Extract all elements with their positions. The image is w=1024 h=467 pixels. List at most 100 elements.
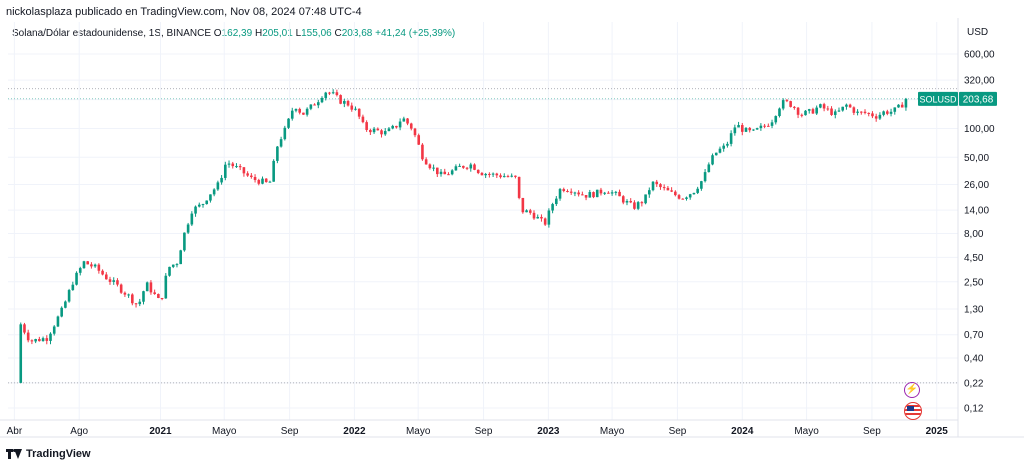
candle-body [781, 100, 785, 109]
candle-body [659, 184, 662, 188]
candle-body [819, 104, 822, 108]
candle-body [603, 192, 606, 194]
candle-body [506, 176, 510, 178]
candle-body [45, 338, 49, 341]
candle-body [149, 282, 153, 293]
lightning-icon[interactable]: ⚡ [904, 382, 920, 398]
candle-body [770, 122, 774, 126]
candle-body [640, 202, 644, 204]
candle-body [357, 108, 361, 117]
symbol-badge [918, 91, 958, 106]
candle-body [804, 110, 807, 116]
y-tick-label: 2,50 [964, 277, 984, 288]
candle-body [718, 148, 722, 153]
candle-body [595, 189, 599, 198]
candle-body [131, 294, 134, 304]
candle-body [655, 181, 659, 185]
candle-body [726, 143, 729, 146]
candle-body [261, 178, 264, 184]
y-tick-label: 1,30 [964, 304, 984, 315]
candle-body [450, 170, 454, 175]
candle-body [383, 131, 387, 135]
candle-body [108, 279, 112, 282]
candle-body [212, 189, 216, 195]
x-tick-label: Mayo [406, 426, 431, 437]
candle-body [807, 109, 811, 111]
candle-body [900, 104, 904, 108]
candle-body [302, 112, 305, 115]
chart-legend: Solana/Dólar estadounidense, 1S, BINANCE… [12, 28, 455, 39]
candle-body [759, 125, 763, 129]
candle-body [127, 294, 130, 296]
candle-body [811, 109, 815, 114]
publish-info: nickolasplaza publicado en TradingView.c… [6, 6, 362, 18]
candle-body [23, 324, 26, 333]
candle-body [462, 165, 465, 168]
candle-body [264, 178, 268, 183]
candle-body [789, 101, 792, 107]
candle-body [171, 264, 175, 267]
candle-body [521, 197, 525, 213]
candle-body [886, 111, 889, 114]
candle-body [294, 108, 298, 111]
candle-body [696, 188, 699, 193]
candle-body [536, 216, 540, 219]
candle-body [666, 187, 670, 191]
x-tick-label: 2022 [343, 426, 366, 437]
candle-body [398, 121, 402, 128]
candle-body [194, 206, 197, 214]
candle-body [514, 175, 517, 177]
candle-body [153, 292, 156, 295]
y-tick-label: 320,00 [964, 76, 995, 87]
candle-body [588, 192, 592, 198]
candle-body [621, 196, 625, 203]
candle-body [677, 195, 681, 199]
candle-body [97, 264, 101, 271]
candle-body [636, 202, 640, 209]
candle-body [402, 118, 406, 122]
candle-body [480, 173, 484, 176]
candle-body [395, 125, 398, 128]
x-tick-label: 2023 [537, 426, 560, 437]
symbol-description: Solana/Dólar estadounidense, 1S, BINANCE [12, 28, 212, 39]
candle-body [681, 198, 685, 200]
candle-body [361, 116, 365, 123]
candle-body [160, 298, 164, 300]
y-tick-label: 14,00 [964, 206, 989, 217]
candle-body [551, 204, 554, 211]
y-tick-label: 0,12 [964, 404, 984, 415]
candle-body [268, 181, 272, 183]
x-tick-label: 2024 [731, 426, 754, 437]
candle-body [517, 176, 521, 198]
candle-body [179, 250, 182, 265]
candle-body [510, 175, 513, 177]
candle-body [183, 232, 186, 251]
high-label: H [254, 28, 263, 39]
candle-body [778, 108, 781, 117]
currency-label[interactable]: USD [967, 27, 989, 38]
candle-body [253, 177, 257, 181]
candle-body [257, 180, 261, 184]
candle-body [406, 118, 409, 124]
candle-body [897, 104, 900, 108]
price-badge-label: 203,68 [963, 94, 994, 105]
candle-body [19, 324, 23, 383]
candle-body [272, 160, 275, 182]
candle-body [752, 129, 755, 131]
candle-body [644, 194, 647, 204]
candle-body [543, 218, 547, 225]
x-tick-label: Ago [70, 426, 88, 437]
x-tick-label: Sep [863, 426, 881, 437]
candle-body [599, 189, 603, 194]
candle-body [722, 145, 725, 149]
us-flag-icon[interactable] [904, 402, 922, 420]
tradingview-logo-icon [6, 449, 22, 459]
candle-body [142, 291, 145, 302]
candle-body [413, 128, 417, 136]
candle-body [863, 111, 867, 113]
candle-body [26, 332, 30, 341]
candle-body [711, 155, 714, 165]
x-tick-label: Sep [669, 426, 687, 437]
candle-body [569, 191, 573, 193]
